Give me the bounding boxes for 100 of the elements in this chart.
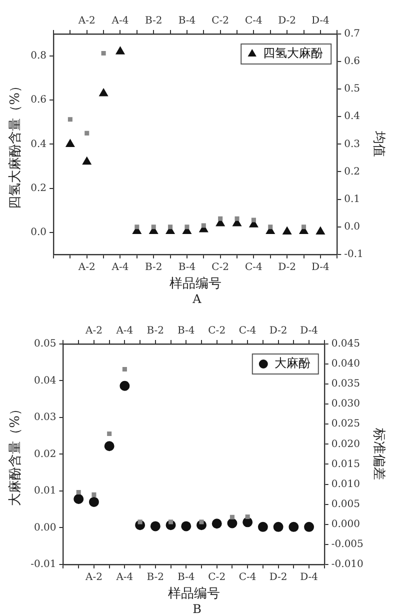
point [120, 380, 130, 391]
category-label: C-2 [208, 572, 226, 583]
category-label: A-2 [85, 572, 102, 583]
y2-tick-label: -0.1 [344, 248, 364, 260]
point [273, 522, 284, 532]
point [304, 522, 314, 532]
point [251, 218, 256, 222]
point [227, 518, 238, 528]
y2-tick-label: 0.010 [331, 478, 360, 490]
y2-tick-label: -0.005 [331, 538, 364, 550]
x-tick-label: D-4 [300, 326, 318, 337]
point [201, 223, 206, 228]
point [92, 492, 96, 497]
x-tick-label: C-2 [212, 16, 230, 27]
x-tick-label: A-4 [110, 16, 129, 27]
category-label: B-2 [146, 572, 164, 583]
y2-tick-label: 0.035 [331, 378, 360, 390]
y2-tick-label: 0.2 [344, 166, 360, 178]
y-tick-label: -0.01 [30, 558, 56, 570]
y-axis-title: 大麻酚含量（%） [8, 402, 24, 506]
point [168, 224, 173, 230]
point [104, 441, 114, 452]
category-label: A-4 [112, 262, 129, 273]
point [107, 431, 112, 436]
point [76, 490, 81, 495]
category-label: A-2 [78, 262, 96, 273]
y-tick-label: 0.05 [34, 338, 56, 350]
point [301, 224, 306, 230]
legend-label: 大麻酚 [274, 356, 310, 370]
y2-tick-label: 0.005 [331, 498, 360, 510]
point [88, 496, 99, 507]
point [99, 88, 108, 96]
point [138, 520, 142, 524]
x-tick-label: A-4 [115, 326, 134, 337]
category-label: C-4 [245, 262, 262, 273]
y-tick-label: 0.03 [34, 412, 56, 424]
y-tick-label: 0.6 [30, 94, 47, 106]
x-tick-label: B-2 [144, 16, 162, 27]
x-tick-label: B-4 [177, 326, 195, 337]
point [212, 518, 222, 529]
y-tick-label: 0.02 [34, 448, 56, 460]
y-tick-label: 0.0 [30, 226, 47, 238]
category-label: D-4 [311, 262, 330, 273]
category-label: B-2 [144, 262, 162, 273]
point [181, 521, 192, 532]
x-axis-title: 样品编号 [168, 586, 220, 602]
point [268, 224, 273, 230]
y2-axis-title: 标准偏差 [370, 427, 386, 480]
point [151, 224, 156, 230]
y2-axis-title: 均值 [370, 130, 386, 158]
point [245, 514, 250, 519]
y2-tick-label: 0.040 [331, 358, 360, 370]
category-label: D-2 [269, 572, 288, 583]
point [66, 139, 75, 147]
x-tick-label: C-4 [238, 326, 256, 337]
category-label: B-4 [177, 572, 195, 583]
x-tick-label: B-4 [178, 16, 196, 27]
y2-tick-label: 0.5 [344, 84, 360, 95]
point [101, 51, 106, 56]
y-tick-label: 0.00 [34, 522, 56, 534]
y-tick-label: 0.4 [30, 138, 47, 150]
point [84, 130, 90, 136]
text: B [192, 602, 202, 616]
y2-tick-label: 0.3 [344, 138, 360, 150]
category-label: C-2 [212, 262, 230, 273]
point [168, 520, 174, 524]
y2-tick-label: 0.7 [344, 28, 360, 40]
y2-tick-label: 0.045 [331, 338, 360, 350]
y-tick-label: 0.8 [30, 50, 47, 62]
x-tick-label: D-2 [278, 16, 296, 27]
x-tick-label: D-2 [269, 326, 288, 337]
y2-tick-label: 0.1 [344, 194, 360, 205]
point [258, 522, 268, 532]
y2-tick-label: 0.025 [331, 418, 360, 430]
x-tick-label: A-2 [77, 16, 96, 27]
y2-tick-label: -0.010 [331, 558, 364, 570]
text: A [192, 292, 202, 306]
category-label: D-2 [278, 262, 296, 273]
x-tick-label: B-2 [146, 326, 164, 337]
category-label: B-4 [178, 262, 196, 273]
point [288, 522, 299, 532]
point [230, 514, 234, 520]
y2-tick-label: 0.030 [331, 398, 360, 410]
y-tick-label: 0.01 [34, 486, 56, 497]
y2-tick-label: 0.015 [331, 458, 360, 470]
point [282, 226, 292, 234]
category-label: D-4 [300, 572, 318, 583]
y-tick-label: 0.04 [34, 375, 56, 386]
point [122, 366, 127, 372]
point [116, 46, 125, 54]
point [74, 494, 84, 504]
point [134, 224, 140, 230]
point [150, 521, 160, 532]
x-tick-label: D-4 [311, 16, 330, 27]
x-tick-label: A-2 [84, 326, 102, 337]
point [242, 517, 253, 528]
x-tick-label: C-2 [208, 326, 226, 337]
point [199, 520, 204, 524]
x-tick-label: C-4 [245, 16, 262, 27]
x-axis-title: 样品编号 [169, 276, 222, 292]
